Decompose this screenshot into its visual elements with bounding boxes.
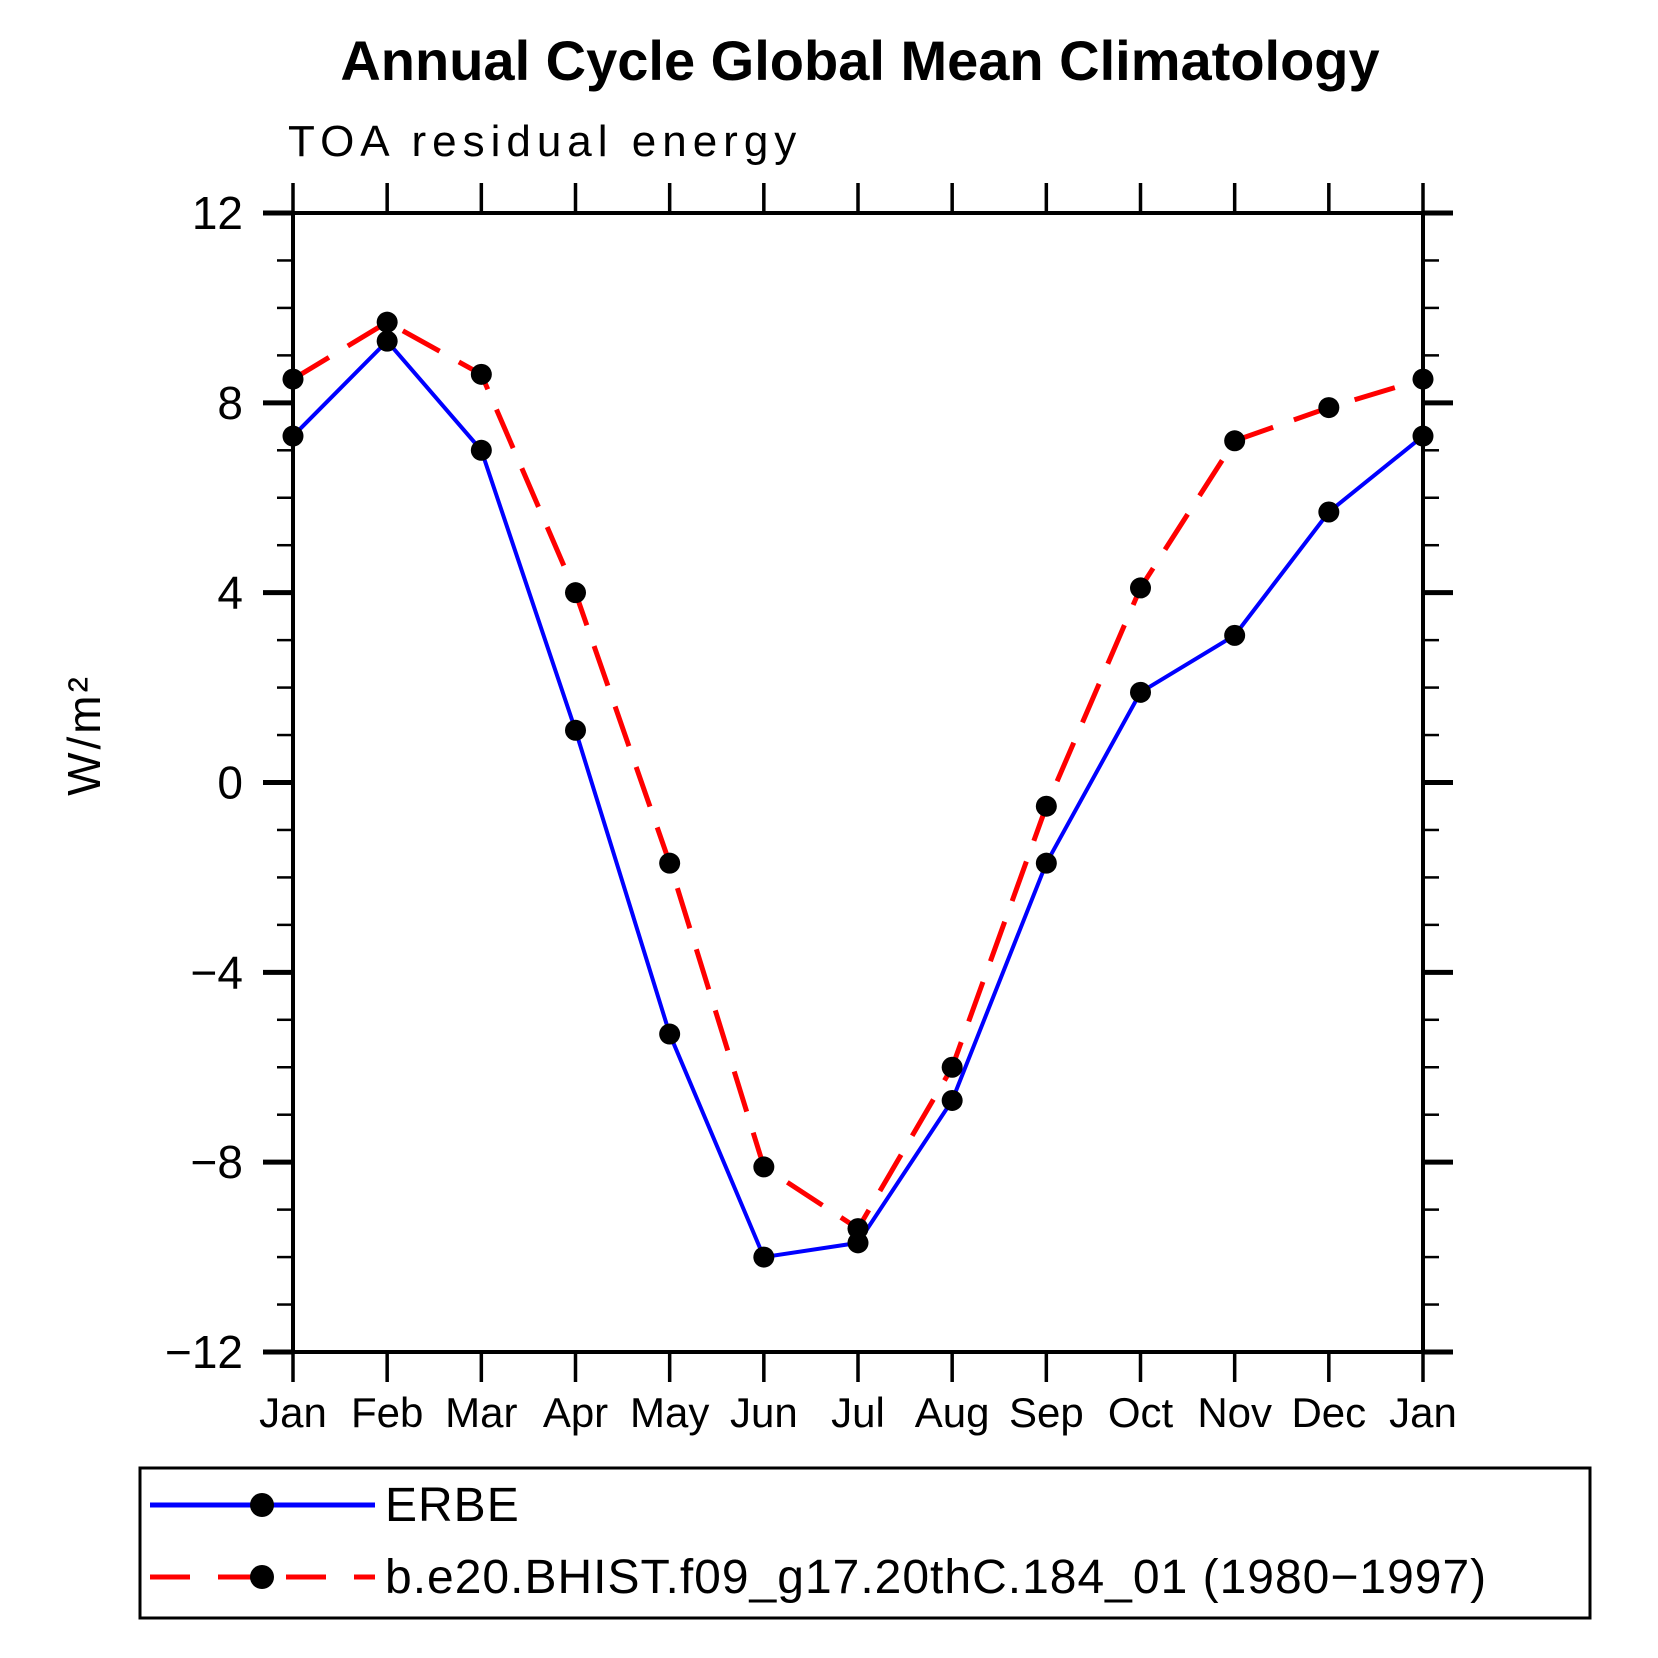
month-label: Nov <box>1197 1389 1272 1436</box>
data-point <box>941 1056 963 1078</box>
legend-item-erbe: ERBE <box>150 1479 520 1532</box>
chart-subtitle: TOA residual energy <box>288 117 802 166</box>
data-point <box>1035 852 1057 874</box>
legend-marker-model <box>250 1565 274 1589</box>
month-label: Feb <box>351 1389 423 1436</box>
axis-ticks <box>263 183 1453 1382</box>
month-label: Jul <box>831 1389 885 1436</box>
month-label: Mar <box>445 1389 517 1436</box>
x-axis-month-labels: Jan Feb Mar Apr May Jun Jul Aug Sep Oct Nov Dec Jan <box>259 1389 1457 1436</box>
data-point <box>1412 425 1434 447</box>
data-point <box>282 425 304 447</box>
data-point <box>1035 795 1057 817</box>
month-label: Jun <box>730 1389 798 1436</box>
data-point <box>941 1089 963 1111</box>
data-point <box>1130 577 1151 599</box>
series-line-1 <box>291 319 1424 1233</box>
data-point <box>470 439 492 461</box>
chart-title: Annual Cycle Global Mean Climatology <box>340 29 1379 92</box>
data-point-markers <box>282 311 1434 1268</box>
month-label: Jan <box>259 1389 327 1436</box>
y-tick-label: 4 <box>217 567 243 619</box>
data-point <box>565 719 586 741</box>
y-tick-label: −4 <box>191 946 243 998</box>
legend-item-model: b.e20.BHIST.f09_g17.20thC.184_01 (1980−1… <box>150 1551 1487 1604</box>
y-tick-label: 12 <box>192 187 243 239</box>
legend-label-erbe: ERBE <box>385 1479 520 1532</box>
month-label: Jan <box>1389 1389 1457 1436</box>
data-point <box>376 330 398 352</box>
data-point <box>1130 681 1151 703</box>
data-point <box>659 852 681 874</box>
y-tick-label: −12 <box>165 1326 243 1378</box>
y-axis-label: W/m² <box>58 674 110 796</box>
month-label: Sep <box>1009 1389 1084 1436</box>
legend-label-model: b.e20.BHIST.f09_g17.20thC.184_01 (1980−1… <box>385 1551 1487 1604</box>
y-tick-label: 0 <box>217 757 243 809</box>
data-point <box>376 311 398 333</box>
month-label: Aug <box>915 1389 990 1436</box>
y-tick-label: −8 <box>191 1136 243 1188</box>
data-point <box>753 1246 775 1268</box>
legend-box <box>138 1466 1592 1620</box>
month-label: May <box>630 1389 709 1436</box>
plot-frame <box>291 211 1425 1354</box>
data-point <box>282 368 304 390</box>
series-line-0 <box>291 338 1425 1260</box>
data-point <box>1224 624 1246 646</box>
month-label: Oct <box>1108 1389 1174 1436</box>
legend-marker-erbe <box>250 1493 274 1517</box>
y-tick-label: 8 <box>217 377 243 429</box>
data-point <box>1318 397 1340 419</box>
data-point <box>753 1156 775 1178</box>
month-label: Dec <box>1291 1389 1366 1436</box>
month-label: Apr <box>543 1389 608 1436</box>
y-axis-tick-labels: −12 −8 −4 0 4 8 12 <box>165 187 243 1378</box>
legend: ERBE b.e20.BHIST.f09_g17.20thC.184_01 (1… <box>138 1466 1592 1620</box>
data-point <box>1318 501 1340 523</box>
data-point <box>1412 368 1434 390</box>
series-lines <box>291 319 1425 1260</box>
data-point <box>1224 430 1246 452</box>
data-point <box>847 1218 869 1240</box>
data-point <box>659 1023 681 1045</box>
data-point <box>565 582 586 604</box>
data-point <box>470 363 492 385</box>
